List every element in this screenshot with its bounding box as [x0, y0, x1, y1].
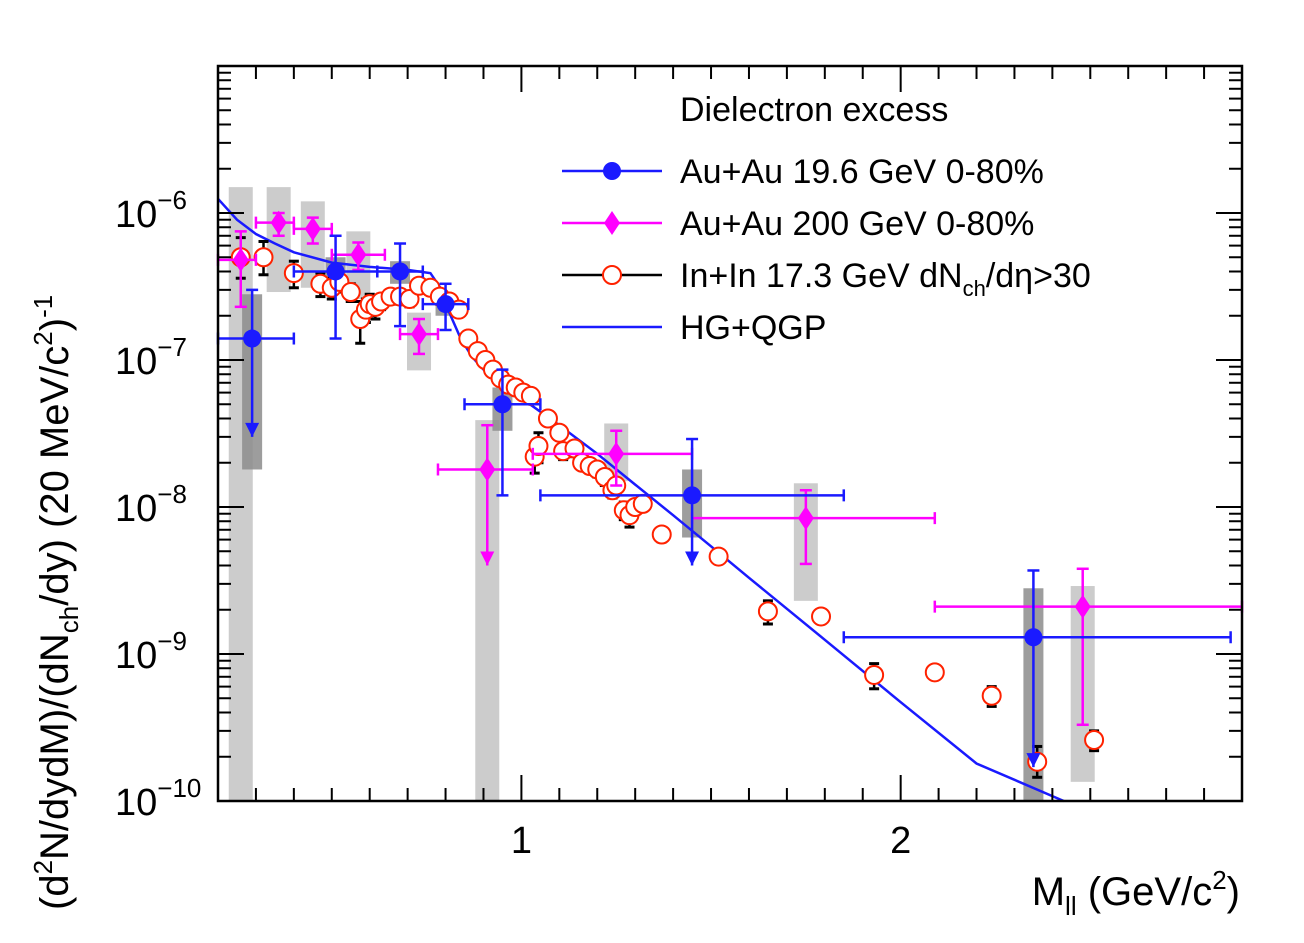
auau200-point-7	[797, 506, 814, 531]
inin-point-6	[340, 282, 361, 303]
y-tick-label-base-4: 10	[115, 194, 157, 236]
y-axis-title-p1: (d	[33, 874, 77, 910]
auau196-upper-limit-arrow-6	[1026, 753, 1041, 768]
y-axis-title-sup3: -1	[28, 295, 58, 318]
inin-point-48	[811, 606, 832, 627]
legend-title: Dielectron excess	[680, 91, 948, 129]
auau200-point-2	[304, 216, 321, 241]
x-tick-label-0: 1	[511, 820, 532, 862]
y-axis-title-p4: )	[33, 318, 77, 331]
y-axis-title-p3: /dy) (20 MeV/c	[33, 346, 77, 606]
y-tick-label-base-2: 10	[115, 488, 157, 530]
inin-point-46	[708, 546, 729, 567]
legend-label-2-part-0: In+In 17.3 GeV dN	[680, 257, 963, 295]
inin-point-50	[924, 662, 945, 683]
auau196-point-6	[1024, 628, 1043, 647]
y-tick-label-base-1: 10	[115, 635, 157, 677]
plot-frame-border	[216, 64, 1244, 803]
y-axis-title-sup2: 2	[28, 331, 58, 345]
auau196-point-3	[436, 295, 455, 314]
y-tick-label-2: 10−8	[115, 479, 187, 530]
y-tick-label-base-3: 10	[115, 341, 157, 383]
auau200-point-6	[608, 441, 625, 466]
y-axis-title-sup1: 2	[28, 860, 58, 874]
y-axis-title-sub1: ch	[54, 606, 84, 633]
plot-frame	[216, 64, 1244, 803]
inin-point-44	[632, 493, 653, 514]
y-tick-label-exp-4: −6	[157, 185, 187, 215]
auau200-point-1	[270, 210, 287, 235]
auau196-point-0	[243, 329, 262, 348]
inin-point-53	[1084, 729, 1105, 750]
auau200-point-0	[232, 247, 249, 272]
legend-label-2-part-2: /dη>30	[986, 257, 1091, 295]
auau200-point-4	[411, 322, 428, 347]
x-tick-label-1: 2	[890, 820, 911, 862]
y-tick-label-exp-3: −7	[157, 332, 187, 362]
inin-point-49	[864, 664, 885, 685]
legend-marker-1	[604, 211, 620, 235]
auau196-point-2	[391, 262, 410, 281]
auau196-upper-limit-arrow-0	[245, 422, 260, 437]
y-tick-label-exp-0: −10	[157, 773, 201, 803]
x-axis-title-main: M	[1032, 870, 1065, 914]
auau200-point-3	[350, 242, 367, 267]
legend-label-3: HG+QGP	[680, 309, 826, 347]
auau196-point-4	[493, 395, 512, 414]
legend-label-2-part-1: ch	[963, 276, 986, 301]
x-axis-title: Mll (GeV/c2)	[1032, 865, 1240, 921]
inin-point-32	[549, 422, 570, 443]
legend-label-0: Au+Au 19.6 GeV 0-80%	[680, 153, 1044, 191]
inin-point-31	[537, 408, 558, 429]
y-tick-label-exp-2: −8	[157, 479, 187, 509]
legend-label-2: In+In 17.3 GeV dNch/dη>30	[680, 257, 1091, 301]
legend-label-1: Au+Au 200 GeV 0-80%	[680, 205, 1034, 243]
inin-point-45	[651, 524, 672, 545]
y-tick-label-1: 10−9	[115, 626, 187, 677]
x-axis-title-sub: ll	[1065, 891, 1077, 921]
data-point-layer	[216, 210, 1244, 772]
y-axis-title: (d2N/dydM)/(dNch/dy) (20 MeV/c2)-1	[28, 295, 84, 910]
legend-marker-2	[602, 265, 622, 285]
x-axis-title-rest: (GeV/c	[1077, 870, 1213, 914]
auau196-point-5	[683, 486, 702, 505]
x-axis-title-sup: 2	[1212, 865, 1226, 895]
auau200-point-5	[479, 457, 496, 482]
y-tick-label-base-0: 10	[115, 782, 157, 824]
y-axis-title-p2: N/dydM)/(dN	[33, 633, 77, 860]
auau196-point-1	[326, 262, 345, 281]
x-axis-title-close: )	[1227, 870, 1240, 914]
legend: Dielectron excess Au+Au 19.6 GeV 0-80% Au…	[562, 91, 1091, 347]
y-tick-label-4: 10−6	[115, 185, 187, 236]
y-tick-label-0: 10−10	[115, 773, 201, 824]
inin-point-51	[981, 685, 1002, 706]
inin-point-28	[520, 385, 541, 406]
y-tick-label-3: 10−7	[115, 332, 187, 383]
inin-point-1	[253, 247, 274, 268]
auau200-upper-limit-arrow-5	[480, 551, 495, 566]
legend-marker-0	[603, 162, 621, 180]
inin-point-47	[757, 601, 778, 622]
auau196-upper-limit-arrow-5	[685, 551, 700, 566]
auau200-point-8	[1074, 594, 1091, 619]
y-tick-label-exp-1: −9	[157, 626, 187, 656]
